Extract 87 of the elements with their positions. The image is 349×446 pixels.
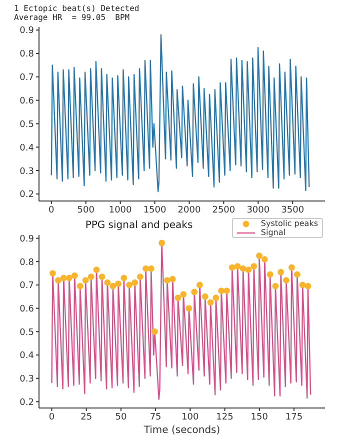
point <box>180 291 187 298</box>
y-tick-label: 0.9 <box>20 234 34 244</box>
point <box>245 266 252 273</box>
point <box>196 282 203 288</box>
point <box>132 279 138 286</box>
point <box>110 282 116 290</box>
point <box>55 277 62 284</box>
x-axis-title: Time (seconds) <box>142 424 222 437</box>
x-tick-label: 3000 <box>246 205 270 216</box>
y-tick-label: 0.2 <box>20 398 34 408</box>
x-tick-label: 25 <box>80 412 92 422</box>
x-tick-label: 1000 <box>108 205 132 216</box>
point <box>256 252 262 259</box>
point <box>304 282 312 290</box>
y-tick-label: 0.8 <box>20 50 34 60</box>
x-tick-label: 175 <box>285 412 303 422</box>
point <box>50 270 56 276</box>
x-tick-label: 100 <box>182 412 200 422</box>
chart-subtitle: Average HR = 99.05 BPM <box>14 13 131 22</box>
point <box>224 288 230 294</box>
point <box>60 274 67 282</box>
point <box>126 282 132 288</box>
x-tick-label: 75 <box>150 412 162 422</box>
point <box>88 274 94 280</box>
point <box>93 266 100 273</box>
chart-title: PPG signal and peaks <box>84 220 194 231</box>
y-tick-label: 0.4 <box>20 351 34 362</box>
y-tick-label: 0.6 <box>20 96 34 106</box>
y-tick-label: 0.2 <box>20 190 34 200</box>
y-tick-label: 0.7 <box>20 281 34 292</box>
y-tick-label: 0.5 <box>20 120 34 130</box>
point <box>148 265 154 272</box>
point <box>288 264 295 271</box>
y-tick-label: 0.9 <box>20 26 34 36</box>
point <box>82 277 89 284</box>
x-tick-label: 2500 <box>212 205 236 216</box>
point <box>283 277 290 284</box>
y-tick-label: 0.3 <box>20 374 34 385</box>
point <box>250 263 258 270</box>
point <box>152 328 158 335</box>
point <box>115 280 122 287</box>
point <box>228 264 236 271</box>
point <box>71 272 78 279</box>
point <box>272 282 279 290</box>
point <box>218 288 225 294</box>
point <box>261 256 268 262</box>
point <box>136 274 144 280</box>
y-tick-label: 0.5 <box>20 328 34 338</box>
point <box>186 305 192 312</box>
point <box>158 240 165 246</box>
legend-label: Systolic peaks <box>260 219 318 228</box>
x-tick-label: 2000 <box>178 205 201 216</box>
legend-label: Signal <box>260 228 286 237</box>
point <box>207 299 214 306</box>
point <box>202 293 208 300</box>
point <box>278 268 284 276</box>
x-tick-label: 500 <box>77 205 95 216</box>
point <box>212 294 220 302</box>
line-series <box>50 34 310 192</box>
x-tick-label: 0 <box>48 412 55 422</box>
y-tick-label: 0.8 <box>20 258 34 268</box>
chart-title: 1 Ectopic beat(s) Detected <box>14 4 140 13</box>
point <box>142 265 149 272</box>
point <box>104 279 111 286</box>
y-tick-label: 0.3 <box>20 166 34 177</box>
y-tick-label: 0.4 <box>20 143 34 154</box>
point <box>120 274 128 282</box>
x-tick-label: 3500 <box>281 205 304 216</box>
point <box>240 265 246 272</box>
y-tick-label: 0.6 <box>20 304 34 315</box>
point <box>66 274 72 282</box>
point <box>294 271 300 278</box>
point <box>191 288 198 296</box>
point <box>174 294 182 302</box>
x-tick-label: 0 <box>48 205 55 216</box>
point <box>76 282 84 290</box>
x-tick-label: 50 <box>115 412 127 422</box>
x-tick-label: 1500 <box>143 205 167 216</box>
point <box>169 276 176 282</box>
point <box>164 277 170 284</box>
y-tick-label: 0.7 <box>20 73 34 84</box>
point <box>234 263 241 270</box>
point <box>266 271 274 278</box>
point <box>299 282 306 288</box>
x-tick-label: 150 <box>250 412 268 422</box>
point <box>98 274 106 280</box>
x-tick-label: 125 <box>216 412 234 422</box>
